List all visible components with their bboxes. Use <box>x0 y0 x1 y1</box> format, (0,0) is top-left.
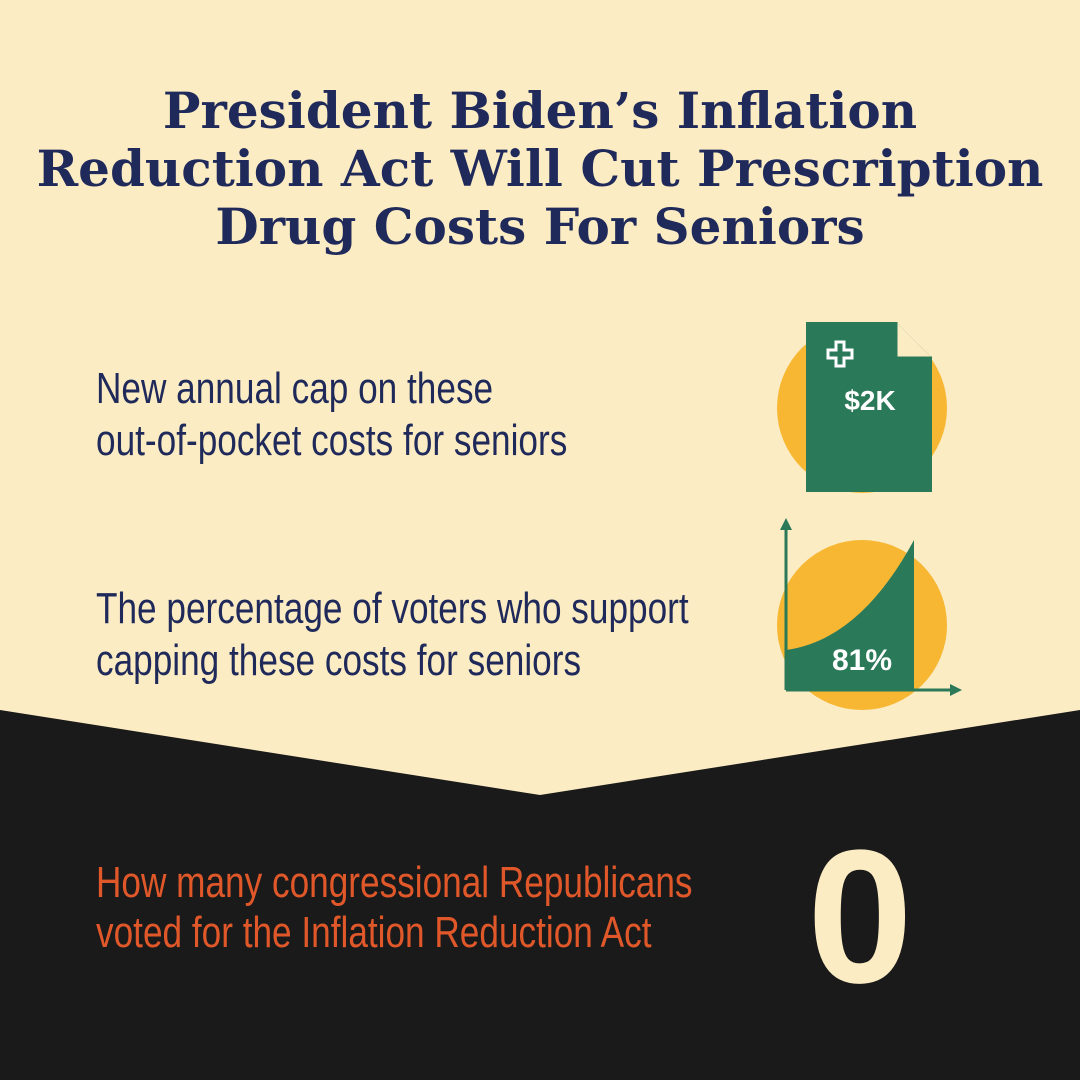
title-line: Drug Costs For Seniors <box>215 197 864 256</box>
item-text: voted for the Inflation Reduction Act <box>96 908 652 957</box>
item-text: capping these costs for seniors <box>96 636 581 685</box>
stat: 81% <box>832 644 892 677</box>
support-icon: 81% <box>777 518 962 710</box>
item-text: The percentage of voters who support <box>96 584 689 633</box>
cap-icon: $2K <box>777 322 947 493</box>
item-text: New annual cap on these <box>96 364 493 413</box>
stat: $2K <box>844 385 895 416</box>
dark-panel <box>0 710 1080 1080</box>
title-line: President Biden’s Inflation <box>163 81 917 140</box>
item-text: How many congressional Republicans <box>96 858 693 907</box>
item-text: out-of-pocket costs for seniors <box>96 416 567 465</box>
stat: 0 <box>807 811 913 1023</box>
title-line: Reduction Act Will Cut Prescription <box>37 139 1044 198</box>
